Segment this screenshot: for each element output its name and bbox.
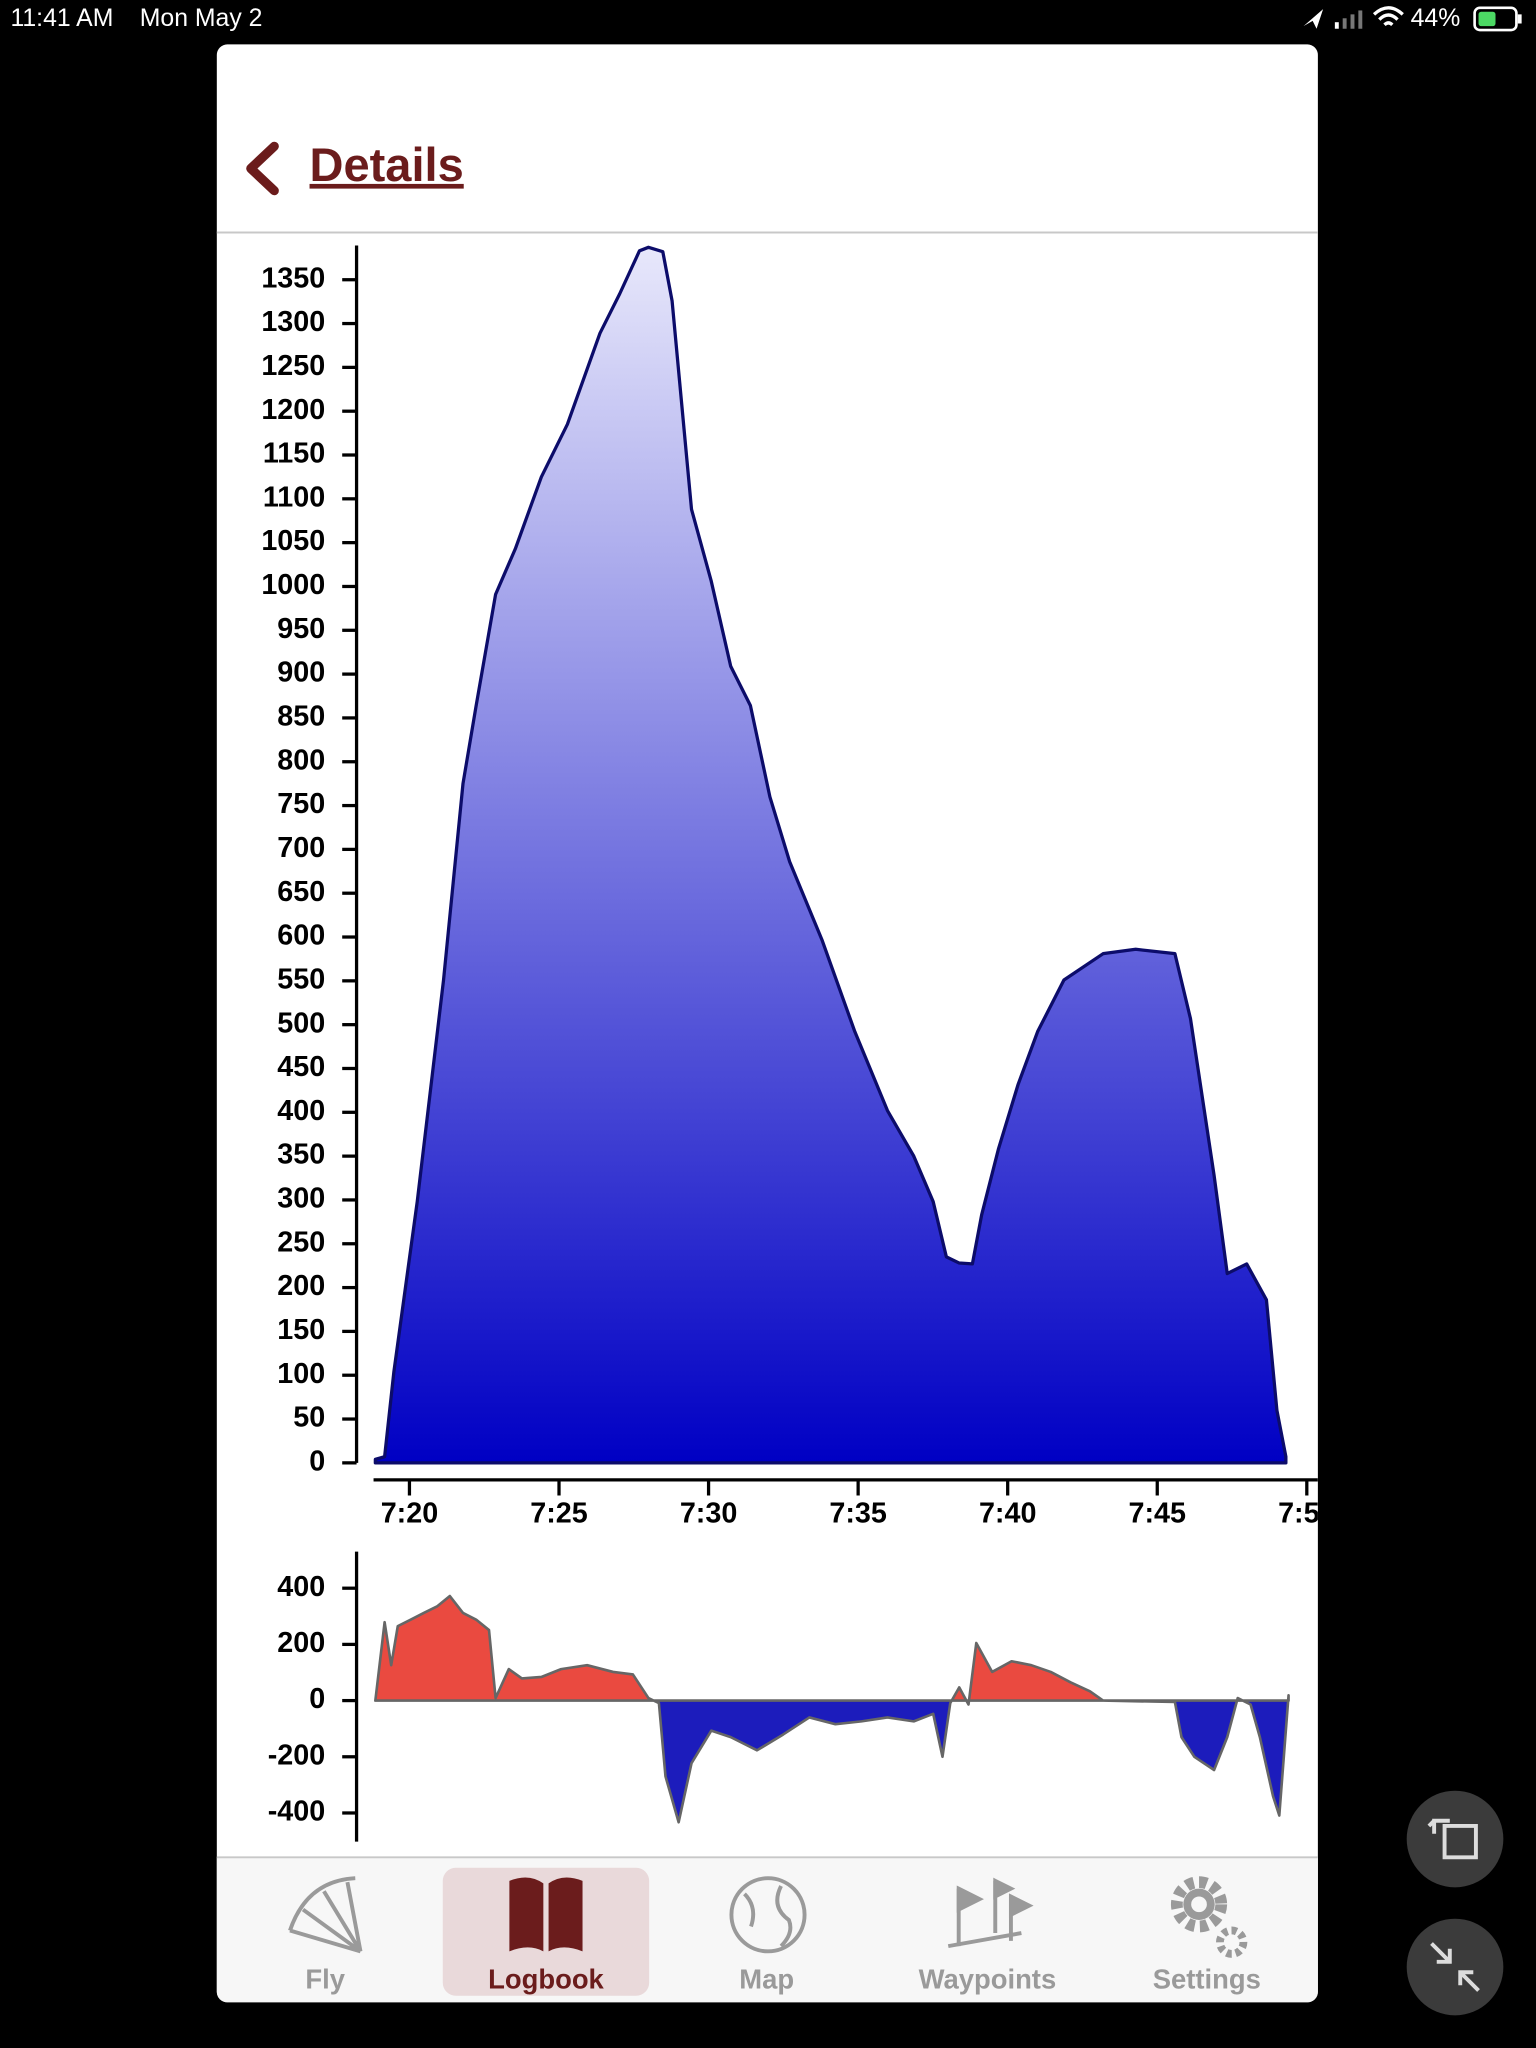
area: [373, 245, 1288, 1465]
x-tick-label: 7:45: [1129, 1498, 1187, 1530]
y-tick-label: 200: [277, 1627, 325, 1659]
y-tick-label: 700: [277, 832, 325, 864]
y-tick-label: 600: [277, 920, 325, 952]
y-tick-label: 50: [293, 1402, 325, 1434]
y-tick-label: 650: [277, 876, 325, 908]
y-tick-label: 450: [277, 1051, 325, 1083]
rotate-button[interactable]: [1406, 1790, 1504, 1888]
y-tick-label: 100: [277, 1358, 325, 1390]
tab-label[interactable]: Logbook: [488, 1964, 604, 1995]
location-icon: [1303, 9, 1324, 29]
y-tick-label: 750: [277, 788, 325, 820]
back-chevron[interactable]: [246, 141, 279, 196]
status-date: Mon May 2: [140, 5, 263, 32]
battery-percent: 44%: [1411, 5, 1461, 32]
y-tick-label: 350: [277, 1139, 325, 1171]
status-time: 11:41 AM: [10, 5, 113, 32]
y-tick-label: 150: [277, 1314, 325, 1346]
y-tick-label: 400: [277, 1571, 325, 1603]
wifi-icon: [1372, 6, 1404, 27]
waypoints-icon: [947, 1877, 1034, 1949]
settings-icon: [1170, 1876, 1248, 1958]
y-tick-label: -200: [268, 1739, 325, 1771]
y-tick-label: 800: [277, 744, 325, 776]
y-tick-label: 250: [277, 1226, 325, 1258]
x-tick-label: 7:40: [979, 1498, 1036, 1530]
y-tick-label: 1150: [263, 438, 325, 470]
tab-label[interactable]: Map: [739, 1964, 794, 1995]
x-tick-label: 7:50: [1278, 1498, 1335, 1530]
y-tick-label: 400: [277, 1095, 325, 1127]
map-icon: [729, 1876, 807, 1954]
tab-label[interactable]: Fly: [305, 1964, 345, 1995]
tab-label[interactable]: Settings: [1153, 1964, 1261, 1995]
y-tick-label: 1300: [261, 306, 325, 338]
y-tick-label: 0: [309, 1683, 325, 1715]
y-tick-label: 0: [309, 1445, 325, 1477]
y-tick-label: 500: [277, 1007, 325, 1039]
rotate-icon: [1427, 1818, 1478, 1860]
y-tick-label: 1100: [263, 481, 325, 513]
logbook-icon: [509, 1877, 583, 1952]
x-tick-label: 7:20: [381, 1498, 438, 1530]
x-tick-label: 7:30: [680, 1498, 737, 1530]
y-tick-label: 950: [277, 613, 325, 645]
battery-icon: [1473, 6, 1522, 32]
minimize-button[interactable]: [1406, 1918, 1504, 2016]
y-tick-label: -400: [268, 1796, 325, 1828]
tabs: Fly Logbook Map Waypoints Settings: [305, 1867, 1261, 1996]
plots: 0 50 100 150 200 250 300 350 400 450 500 550 600 650 7…: [261, 245, 1335, 1842]
fly-icon: [288, 1876, 363, 1954]
y-tick-label: 1250: [261, 350, 325, 382]
x-tick-label: 7:35: [829, 1498, 887, 1530]
header-title[interactable]: Details: [310, 138, 464, 191]
y-tick-label: 200: [277, 1270, 325, 1302]
y-tick-label: 1200: [261, 394, 325, 426]
y-tick-label: 850: [277, 701, 325, 733]
y-tick-label: 550: [277, 963, 325, 995]
y-tick-label: 1000: [261, 569, 325, 601]
y-tick-label: 300: [277, 1183, 325, 1215]
y-tick-label: 900: [277, 657, 325, 689]
x-tick-label: 7:25: [530, 1498, 588, 1530]
y-tick-label: 1350: [261, 262, 325, 294]
tab-label[interactable]: Waypoints: [919, 1964, 1057, 1995]
area: [374, 1594, 1290, 1824]
minimize-icon: [1430, 1942, 1480, 1992]
y-tick-label: 1050: [261, 525, 325, 557]
tab-highlight: [442, 1867, 650, 1996]
signal-icon: [1334, 10, 1363, 29]
